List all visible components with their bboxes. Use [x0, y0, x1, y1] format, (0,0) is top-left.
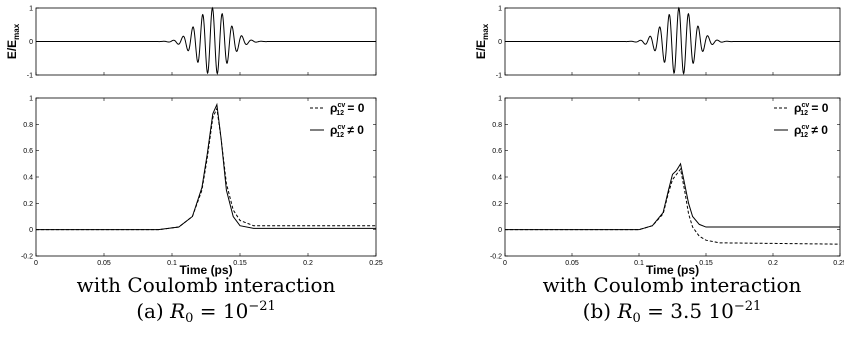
- field-series-line: [36, 6, 376, 75]
- population-series-solid: [36, 102, 376, 231]
- field-ytick-label-0: 1: [29, 6, 33, 13]
- legend-label-part-0: ρ: [794, 101, 801, 115]
- legend-label-part-0: ρ: [330, 101, 337, 115]
- pop-ytick-label-6: -0.2: [21, 254, 33, 261]
- pop-xtick-label-1: 0.05: [565, 260, 579, 267]
- pop-ytick-label-0: 1: [498, 96, 502, 103]
- legend-label-part-3: = 0: [808, 101, 829, 115]
- legend-label-part-3: ≠ 0: [808, 123, 828, 137]
- pop-ytick-label-5: 0: [498, 227, 502, 234]
- legend-label-1: ρcv 12 ≠ 0: [330, 123, 364, 139]
- legend-label-part-3: = 0: [344, 101, 365, 115]
- pop-xtick-label-2: 0.1: [634, 260, 644, 267]
- legend-label-1: ρcv 12 ≠ 0: [794, 123, 828, 139]
- pop-ytick-label-3: 0.4: [23, 175, 33, 182]
- caption-part-1: R: [616, 299, 632, 323]
- pop-xtick-label-4: 0.2: [768, 260, 778, 267]
- pop-xtick-label-0: 0: [34, 260, 38, 267]
- legend-label-part-1: cv: [337, 124, 345, 131]
- caption-part-0: (a): [136, 299, 170, 323]
- legend-label-part-2: 12: [800, 110, 808, 117]
- field-ytick-label-2: -1: [496, 73, 502, 80]
- caption-part-2: 0: [633, 311, 641, 326]
- field-ytick-label-2: -1: [27, 73, 33, 80]
- legend-label-part-2: 12: [800, 132, 808, 139]
- population-xlabel: Time (ps): [646, 263, 699, 277]
- pop-ytick-label-4: 0.2: [492, 201, 502, 208]
- pop-xtick-label-4: 0.2: [303, 260, 313, 267]
- pop-ytick-label-6: -0.2: [490, 254, 502, 261]
- population-series-dashed: [505, 167, 841, 245]
- pop-xtick-label-3: 0.15: [699, 260, 713, 267]
- caption-line1: with Coulomb interaction: [543, 273, 802, 297]
- field-ylabel-main: E/E: [5, 40, 19, 59]
- pop-ytick-label-0: 1: [29, 96, 33, 103]
- caption-part-4: −21: [248, 299, 275, 314]
- caption-part-0: (b): [583, 299, 618, 323]
- population-axes-frame: [35, 97, 377, 257]
- caption-part-3: = 3.5 10: [641, 299, 734, 323]
- field-panel: 1 0 -1 E/Emax: [5, 6, 377, 80]
- legend-label-0: ρcv 12 = 0: [794, 101, 829, 117]
- population-series-dashed: [36, 106, 376, 231]
- pop-ytick-label-1: 0.8: [492, 122, 502, 129]
- caption-line1: with Coulomb interaction: [77, 273, 336, 297]
- population-axes-frame: [504, 97, 841, 257]
- caption-part-2: 0: [185, 311, 193, 326]
- pop-xtick-label-5: 0.25: [833, 260, 844, 267]
- pop-xtick-label-1: 0.05: [97, 260, 111, 267]
- field-ylabel-sub: max: [12, 23, 21, 40]
- field-ylabel: E/Emax: [474, 23, 490, 59]
- pop-xtick-label-5: 0.25: [369, 260, 383, 267]
- field-ytick-label-1: 0: [29, 39, 33, 46]
- pop-xtick-label-0: 0: [503, 260, 507, 267]
- legend-label-part-0: ρ: [330, 123, 337, 137]
- legend-label-part-1: cv: [337, 102, 345, 109]
- pop-ytick-label-2: 0.6: [23, 148, 33, 155]
- legend-label-part-2: 12: [336, 132, 344, 139]
- legend-label-part-3: ≠ 0: [344, 123, 364, 137]
- field-ytick-label-1: 0: [498, 39, 502, 46]
- legend-label-part-0: ρ: [794, 123, 801, 137]
- population-xlabel: Time (ps): [179, 263, 232, 277]
- field-ylabel-sub: max: [481, 23, 490, 40]
- legend-label-part-2: 12: [336, 110, 344, 117]
- field-ylabel-main: E/E: [474, 40, 488, 59]
- legend-label-part-1: cv: [801, 102, 809, 109]
- pop-xtick-label-3: 0.15: [233, 260, 247, 267]
- field-ytick-label-0: 1: [498, 6, 502, 13]
- population-panel: 10.80.60.40.20-0.200.050.10.150.20.25Tim…: [490, 96, 844, 278]
- caption-line2: (b) R0 = 3.5 10−21: [583, 299, 762, 326]
- field-ylabel: E/Emax: [5, 23, 21, 59]
- caption-part-3: = 10: [193, 299, 248, 323]
- caption-part-4: −21: [734, 299, 761, 314]
- legend-label-0: ρcv 12 = 0: [330, 101, 365, 117]
- caption-part-1: R: [169, 299, 185, 323]
- pop-ytick-label-2: 0.6: [492, 148, 502, 155]
- pop-ytick-label-4: 0.2: [23, 201, 33, 208]
- field-series-line: [505, 6, 840, 75]
- caption-line2: (a) R0 = 10−21: [136, 299, 276, 326]
- pop-xtick-label-2: 0.1: [167, 260, 177, 267]
- pop-ytick-label-3: 0.4: [492, 175, 502, 182]
- pop-ytick-label-5: 0: [29, 227, 33, 234]
- pop-ytick-label-1: 0.8: [23, 122, 33, 129]
- legend-label-part-1: cv: [801, 124, 809, 131]
- field-panel: 1 0 -1 E/Emax: [474, 6, 841, 80]
- population-series-solid: [505, 162, 840, 231]
